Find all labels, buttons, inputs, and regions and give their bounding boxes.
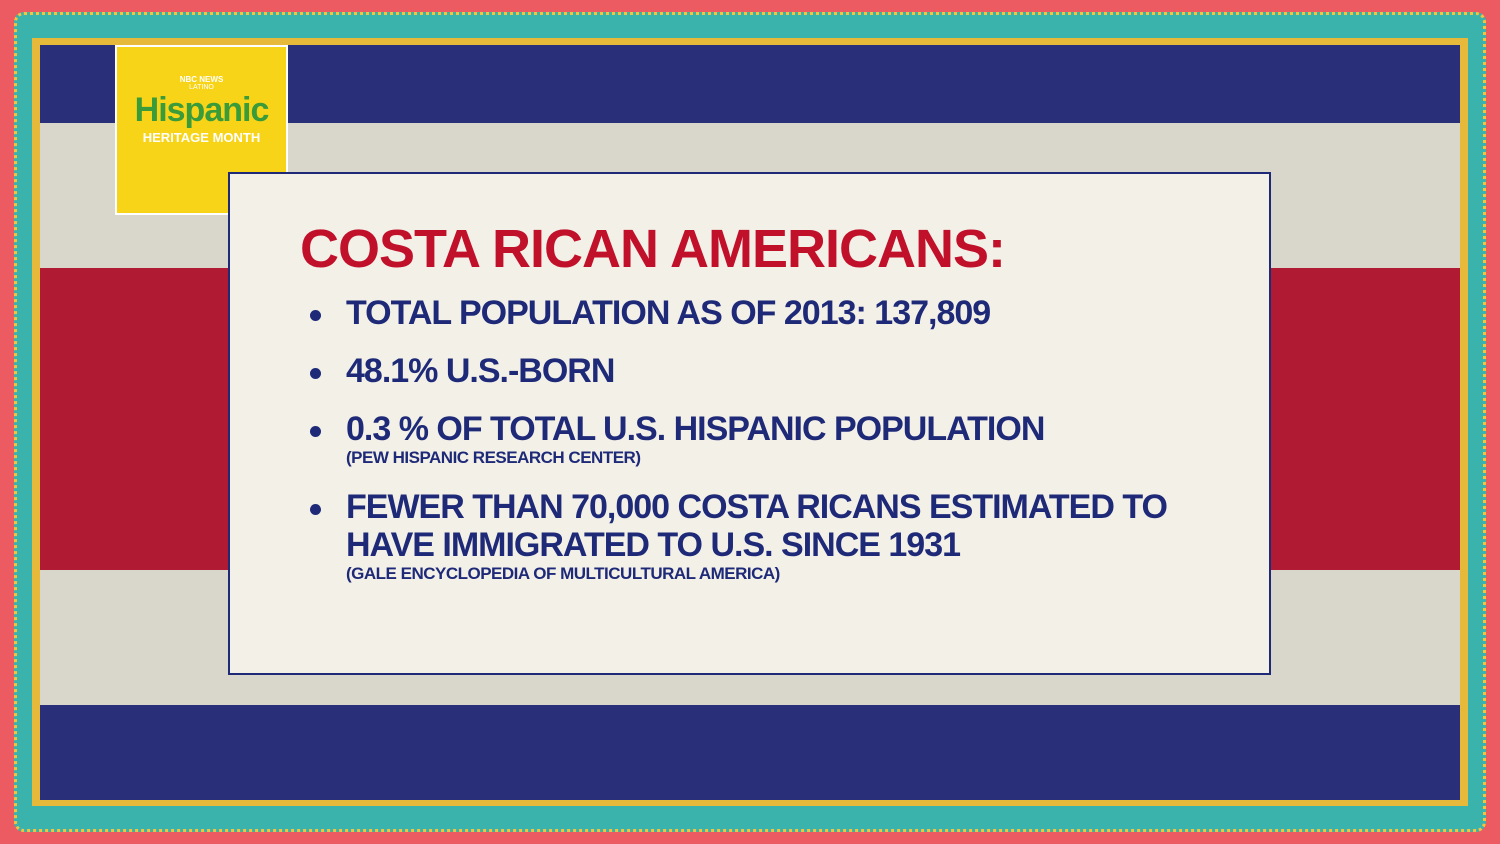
- card: COSTA RICAN AMERICANS: TOTAL POPULATION …: [228, 172, 1271, 675]
- bullet-text: TOTAL POPULATION AS OF 2013: 137,809: [346, 294, 991, 332]
- bullet-source: (PEW HISPANIC RESEARCH CENTER): [346, 448, 641, 467]
- bullet-item: 0.3 % OF TOTAL U.S. HISPANIC POPULATION(…: [300, 410, 1260, 468]
- bullet-item: 48.1% U.S.-BORN: [300, 352, 1260, 390]
- bullet-source: (GALE ENCYCLOPEDIA OF MULTICULTURAL AMER…: [346, 564, 780, 583]
- bullet-item: TOTAL POPULATION AS OF 2013: 137,809: [300, 294, 1260, 332]
- bullet-text: 48.1% U.S.-BORN: [346, 352, 615, 390]
- bullet-text: 0.3 % OF TOTAL U.S. HISPANIC POPULATION: [346, 410, 1045, 448]
- bullet-list: TOTAL POPULATION AS OF 2013: 137,809 48.1…: [300, 294, 1260, 604]
- stripe: [40, 705, 1460, 800]
- logo-title: Hispanic: [134, 91, 270, 129]
- logo-subtitle: HERITAGE MONTH: [142, 130, 261, 145]
- network: NBC NEWS: [179, 75, 224, 84]
- network-sub: LATINO: [189, 84, 214, 91]
- bullet-text: FEWER THAN 70,000 COSTA RICANS ESTIMATED…: [346, 488, 1168, 564]
- card-title: COSTA RICAN AMERICANS:: [300, 219, 1006, 279]
- bullet-item: FEWER THAN 70,000 COSTA RICANS ESTIMATED…: [300, 488, 1260, 584]
